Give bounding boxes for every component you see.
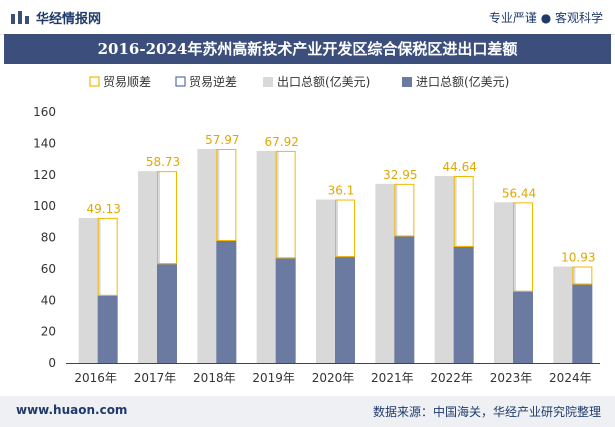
legend-label-export: 出口总额(亿美元) bbox=[277, 74, 370, 89]
x-tick-label: 2022年 bbox=[430, 371, 473, 385]
top-bar: 华经情报网 专业严谨 ● 客观科学 bbox=[0, 0, 615, 35]
export-bar bbox=[375, 183, 398, 363]
balance-data-label: 57.97 bbox=[205, 133, 239, 147]
surplus-bar bbox=[453, 176, 474, 247]
legend-label-deficit: 贸易逆差 bbox=[189, 74, 237, 89]
import-bar bbox=[453, 245, 474, 363]
balance-data-label: 58.73 bbox=[146, 155, 180, 169]
x-axis: 2016年 2017年 2018年 2019年 2020年 2021年 2022年 2023年… bbox=[74, 371, 591, 385]
y-tick-label: 80 bbox=[41, 231, 56, 245]
y-tick-label: 100 bbox=[33, 199, 56, 213]
export-bar bbox=[197, 149, 220, 363]
legend-swatch-export bbox=[263, 77, 273, 87]
export-bar bbox=[256, 150, 279, 363]
balance-data-label: 10.93 bbox=[561, 251, 595, 265]
brand-logo-icon bbox=[11, 11, 29, 24]
import-bar bbox=[572, 283, 593, 363]
x-tick-label: 2023年 bbox=[490, 371, 533, 385]
export-bar bbox=[434, 176, 457, 363]
title-bar: 2016-2024年苏州高新技术产业开发区综合保税区进出口差额 bbox=[4, 34, 611, 64]
balance-data-label: 49.13 bbox=[86, 202, 120, 216]
footer-source: 数据来源：中国海关，华经产业研究院整理 bbox=[372, 405, 601, 419]
y-tick-label: 120 bbox=[33, 168, 56, 182]
import-bar bbox=[216, 240, 237, 363]
x-tick-label: 2020年 bbox=[312, 371, 355, 385]
balance-data-label: 32.95 bbox=[383, 168, 417, 182]
surplus-bar bbox=[275, 150, 296, 259]
import-bar bbox=[335, 256, 355, 363]
y-tick-label: 20 bbox=[41, 325, 56, 339]
x-tick-label: 2017年 bbox=[134, 371, 177, 385]
balance-data-label: 56.44 bbox=[502, 186, 536, 200]
x-tick-label: 2018年 bbox=[193, 371, 236, 385]
bars: 49.13 58.73 57.97 67.92 36.1 32.95 44.64 56.44 1… bbox=[78, 133, 596, 363]
chart: 贸易顺差 贸易逆差 出口总额(亿美元) 进口总额(亿美元) 0 20 40 60 80 1… bbox=[33, 74, 600, 385]
y-tick-label: 60 bbox=[41, 262, 56, 276]
balance-data-label: 67.92 bbox=[264, 135, 298, 149]
export-bar bbox=[553, 266, 576, 363]
x-tick-label: 2019年 bbox=[252, 371, 295, 385]
import-bar bbox=[513, 290, 533, 363]
legend-swatch-import bbox=[402, 77, 412, 87]
slogan: 专业严谨 ● 客观科学 bbox=[488, 11, 603, 25]
import-bar bbox=[97, 294, 118, 363]
surplus-bar bbox=[97, 217, 118, 296]
footer: www.huaon.com 数据来源：中国海关，华经产业研究院整理 bbox=[0, 396, 615, 427]
surplus-bar bbox=[394, 183, 415, 237]
legend-swatch-deficit bbox=[175, 76, 186, 87]
legend-label-surplus: 贸易顺差 bbox=[103, 75, 151, 89]
import-bar bbox=[394, 235, 415, 363]
surplus-bar bbox=[513, 202, 533, 292]
legend: 贸易顺差 贸易逆差 出口总额(亿美元) 进口总额(亿美元) bbox=[89, 74, 509, 89]
surplus-bar bbox=[335, 199, 355, 258]
surplus-bar bbox=[216, 149, 237, 242]
export-bar bbox=[494, 202, 516, 363]
brand-name: 华经情报网 bbox=[36, 12, 102, 27]
y-tick-label: 140 bbox=[33, 136, 56, 150]
legend-label-import: 进口总额(亿美元) bbox=[416, 74, 509, 89]
footer-url[interactable]: www.huaon.com bbox=[16, 403, 128, 417]
legend-swatch-surplus bbox=[89, 76, 100, 87]
balance-data-label: 44.64 bbox=[442, 160, 476, 174]
y-axis: 0 20 40 60 80 100 120 140 160 bbox=[33, 105, 600, 370]
surplus-bar bbox=[157, 171, 177, 265]
y-tick-label: 0 bbox=[48, 356, 56, 370]
x-tick-label: 2016年 bbox=[74, 371, 117, 385]
import-bar bbox=[157, 263, 177, 363]
import-bar bbox=[275, 257, 296, 363]
export-bar bbox=[316, 199, 338, 363]
y-tick-label: 160 bbox=[33, 105, 56, 119]
surplus-bar bbox=[572, 266, 593, 285]
export-bar bbox=[138, 171, 160, 363]
chart-title: 2016-2024年苏州高新技术产业开发区综合保税区进出口差额 bbox=[97, 40, 518, 58]
x-tick-label: 2024年 bbox=[549, 371, 592, 385]
export-bar bbox=[78, 217, 101, 363]
y-tick-label: 40 bbox=[41, 293, 56, 307]
balance-data-label: 36.1 bbox=[328, 184, 355, 198]
x-tick-label: 2021年 bbox=[371, 371, 414, 385]
